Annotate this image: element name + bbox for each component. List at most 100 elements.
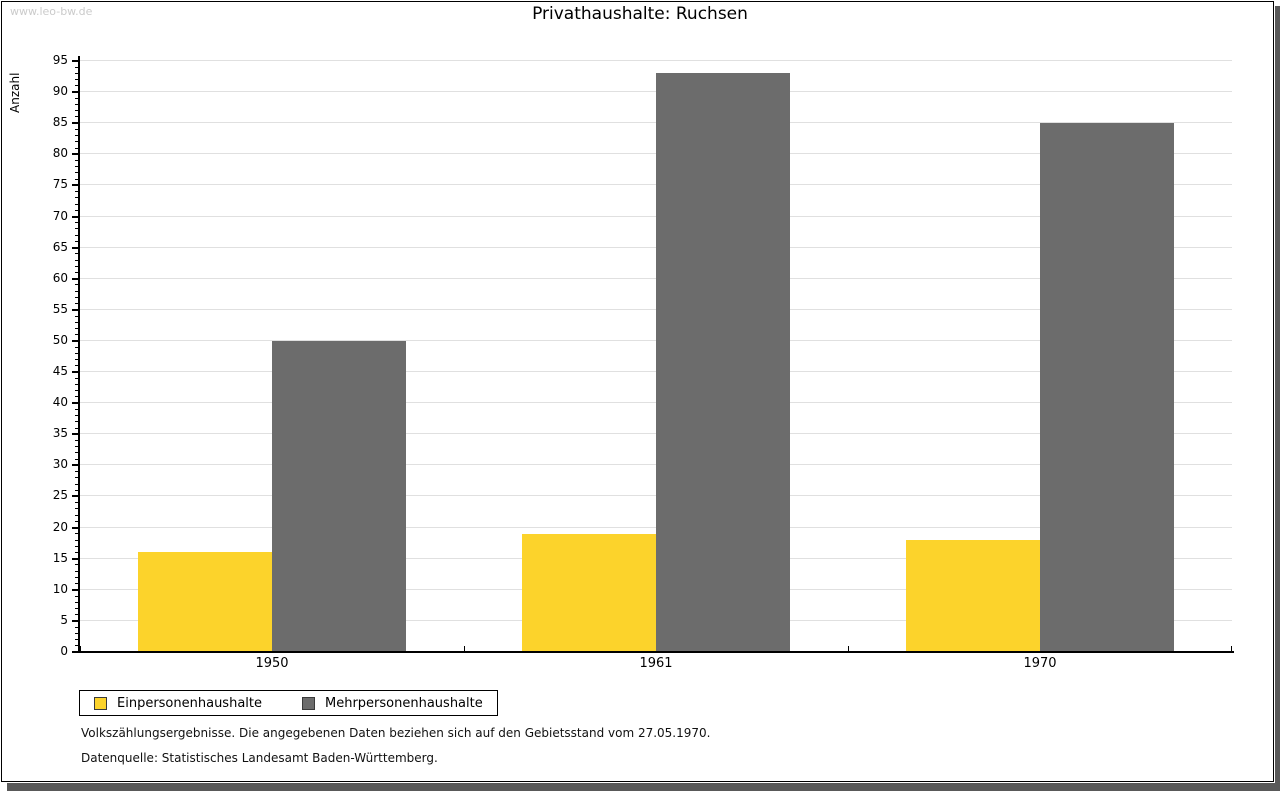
y-minor-tick: [75, 365, 78, 367]
y-minor-tick: [75, 209, 78, 211]
y-minor-tick: [75, 383, 78, 385]
y-tick-label-15: 15: [52, 550, 68, 565]
y-minor-tick: [75, 197, 78, 199]
y-minor-tick: [75, 116, 78, 118]
y-minor-tick: [75, 303, 78, 305]
y-tick-label-25: 25: [52, 488, 68, 503]
x-category-label-1961: 1961: [639, 656, 673, 671]
y-tick-label-55: 55: [52, 301, 68, 316]
gridline-95: [80, 60, 1232, 61]
y-minor-tick: [75, 284, 78, 286]
x-axis-boundary-tick: [464, 646, 465, 652]
y-major-tick-65: [72, 246, 78, 249]
y-tick-label-85: 85: [52, 115, 68, 130]
y-minor-tick: [75, 427, 78, 429]
y-minor-tick: [75, 614, 78, 616]
y-minor-tick: [75, 147, 78, 149]
y-minor-tick: [75, 471, 78, 473]
y-minor-tick: [75, 489, 78, 491]
y-minor-tick: [75, 551, 78, 553]
y-minor-tick: [75, 576, 78, 578]
y-major-tick-40: [72, 402, 78, 405]
y-minor-tick: [75, 259, 78, 261]
y-minor-tick: [75, 595, 78, 597]
legend-item-mehrpersonenhaushalte: Mehrpersonenhaushalte: [302, 696, 483, 711]
legend-item-einpersonenhaushalte: Einpersonenhaushalte: [94, 696, 262, 711]
legend-label: Mehrpersonenhaushalte: [325, 695, 483, 711]
bar-mehrpersonenhaushalte-1970: [1040, 123, 1174, 652]
y-tick-label-45: 45: [52, 364, 68, 379]
y-minor-tick: [75, 564, 78, 566]
x-category-label-1950: 1950: [255, 656, 289, 671]
y-minor-tick: [75, 583, 78, 585]
y-minor-tick: [75, 483, 78, 485]
y-axis: 0 5 10 15 20 25 30 35 40 45 50 55 60 65 70 75 80 85 90 95: [0, 53, 80, 658]
y-minor-tick: [75, 234, 78, 236]
y-tick-label-20: 20: [52, 519, 68, 534]
x-category-label-1970: 1970: [1023, 656, 1057, 671]
x-category-labels: 1950 1961 1970: [80, 656, 1232, 674]
y-tick-label-35: 35: [52, 426, 68, 441]
y-minor-tick: [75, 415, 78, 417]
y-major-tick-50: [72, 339, 78, 342]
y-tick-label-40: 40: [52, 395, 68, 410]
y-tick-label-75: 75: [52, 177, 68, 192]
y-minor-tick: [75, 421, 78, 423]
y-major-tick-5: [72, 619, 78, 622]
y-tick-label-60: 60: [52, 270, 68, 285]
y-minor-tick: [75, 533, 78, 535]
y-major-tick-85: [72, 122, 78, 125]
y-minor-tick: [75, 539, 78, 541]
y-minor-tick: [75, 390, 78, 392]
y-major-tick-45: [72, 371, 78, 374]
watermark: www.leo-bw.de: [10, 5, 93, 18]
y-tick-label-50: 50: [52, 332, 68, 347]
y-minor-tick: [75, 141, 78, 143]
y-major-tick-0: [72, 651, 78, 653]
y-minor-tick: [75, 290, 78, 292]
y-minor-tick: [75, 315, 78, 317]
legend-swatch: [94, 696, 107, 710]
y-minor-tick: [75, 97, 78, 99]
y-minor-tick: [75, 607, 78, 609]
page-title: Privathaushalte: Ruchsen: [532, 4, 748, 24]
y-minor-tick: [75, 570, 78, 572]
y-minor-tick: [75, 265, 78, 267]
page-shadow-right: [1275, 6, 1280, 783]
y-major-tick-90: [72, 91, 78, 94]
y-minor-tick: [75, 626, 78, 628]
footnote-line-1: Volkszählungsergebnisse. Die angegebenen…: [81, 726, 711, 740]
y-major-tick-55: [72, 308, 78, 311]
y-minor-tick: [75, 508, 78, 510]
y-minor-tick: [75, 639, 78, 641]
y-minor-tick: [75, 359, 78, 361]
y-minor-tick: [75, 520, 78, 522]
bar-einpersonenhaushalte-1961: [522, 533, 656, 652]
plot-area: [80, 56, 1232, 652]
bar-einpersonenhaushalte-1970: [906, 540, 1040, 652]
y-minor-tick: [75, 66, 78, 68]
y-tick-label-0: 0: [60, 644, 68, 658]
x-axis-boundary-tick: [80, 646, 81, 652]
x-axis-boundary-tick: [1231, 646, 1232, 652]
y-minor-tick: [75, 446, 78, 448]
y-minor-tick: [75, 178, 78, 180]
y-minor-tick: [75, 79, 78, 81]
y-minor-tick: [75, 377, 78, 379]
x-axis-line: [78, 651, 1234, 653]
y-minor-tick: [75, 502, 78, 504]
y-minor-tick: [75, 110, 78, 112]
y-minor-tick: [75, 408, 78, 410]
y-major-tick-30: [72, 464, 78, 467]
y-minor-tick: [75, 296, 78, 298]
y-tick-label-5: 5: [60, 612, 68, 627]
y-minor-tick: [75, 85, 78, 87]
y-minor-tick: [75, 72, 78, 74]
y-minor-tick: [75, 191, 78, 193]
legend: Einpersonenhaushalte Mehrpersonenhaushalt…: [79, 690, 498, 716]
y-minor-tick: [75, 645, 78, 647]
y-major-tick-10: [72, 588, 78, 591]
y-minor-tick: [75, 352, 78, 354]
y-minor-tick: [75, 334, 78, 336]
y-tick-label-30: 30: [52, 457, 68, 472]
